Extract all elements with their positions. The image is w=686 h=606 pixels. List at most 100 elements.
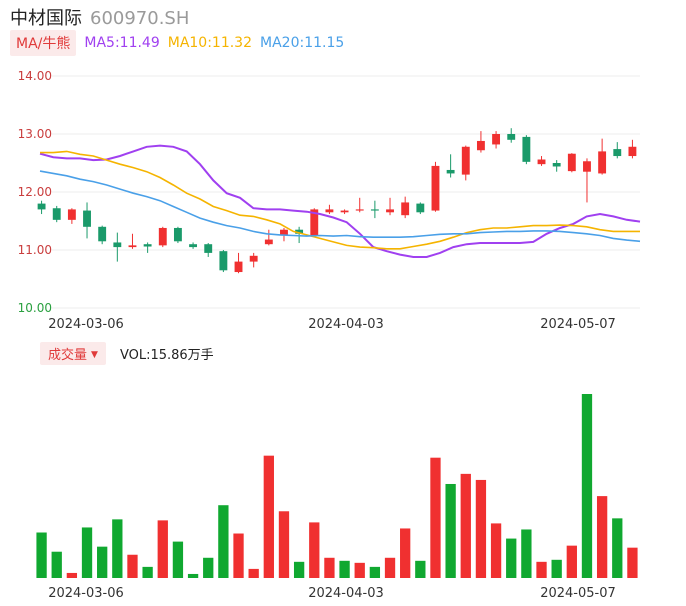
volume-bar [187,573,199,578]
ma10-line [40,150,640,250]
volume-bar [400,528,411,578]
x-tick-label: 2024-04-03 [308,317,384,332]
candle [83,202,91,239]
volume-bar [566,545,577,578]
stock-code: 600970.SH [90,8,190,29]
candle [598,138,607,175]
y-tick-label: 12.00 [18,185,52,199]
x-tick-label: 2024-05-07 [540,317,616,332]
y-tick-label: 13.00 [18,127,52,141]
candle [386,197,394,216]
y-tick-label: 14.00 [18,69,52,83]
volume-bar [506,538,517,578]
candle [143,242,152,253]
volume-bar [97,546,108,578]
volume-bar [309,522,320,578]
volume-bar [157,520,168,578]
ma5-legend: MA5:11.49 [84,35,160,51]
candle [264,229,273,246]
volume-bar [127,554,138,578]
candle [461,145,470,181]
chart-header: 中材国际 600970.SH [10,4,189,30]
candle [128,233,137,249]
candle [37,200,46,215]
volume-bar [203,557,214,578]
candle [507,128,516,143]
volume-bar [142,566,153,578]
volume-bar [233,533,244,578]
ma10-legend: MA10:11.32 [167,35,253,51]
y-tick-label: 10.00 [18,301,52,315]
volume-bar [490,523,502,578]
volume-bar [66,572,78,578]
price-x-axis: 2024-03-06 2024-04-03 2024-05-07 [48,317,616,332]
candle [613,142,622,159]
x-tick-label: 2024-05-07 [540,586,616,601]
candle [52,205,61,223]
volume-bar [51,551,62,578]
candle [401,196,410,219]
volume-bar [415,560,426,578]
volume-bar [293,561,305,578]
candle [628,139,637,159]
volume-indicator-selector[interactable]: 成交量 ▼ [40,342,106,365]
volume-x-axis: 2024-03-06 2024-04-03 2024-05-07 [48,586,616,601]
volume-bar [36,532,47,578]
candle [204,243,213,257]
volume-bar [612,518,623,578]
volume-legend: 成交量 ▼ VOL:15.86万手 [40,342,214,365]
candle [522,135,531,165]
candle [98,225,107,245]
volume-bar [430,457,441,578]
caret-down-icon: ▼ [91,350,98,360]
volume-bar [81,527,93,578]
volume-bar [596,496,608,578]
candle [158,226,167,248]
volume-bar [369,566,381,578]
ma20-legend: MA20:11.15 [260,35,345,51]
candle [370,200,379,219]
candle [340,209,349,215]
volume-bar [536,561,547,578]
candle [552,160,561,172]
volume-bar [339,560,350,578]
volume-bars [36,394,638,578]
volume-bar [172,541,184,578]
volume-tag-label: 成交量 [48,348,88,363]
volume-bar [263,455,274,578]
volume-bar [384,557,396,578]
price-axis: 14.00 13.00 12.00 11.00 10.00 [18,69,52,315]
volume-bar [354,562,365,578]
candle [189,242,198,249]
volume-value: VOL:15.86万手 [119,348,214,363]
candle [325,204,334,215]
ma-legend: MA/牛熊 MA5:11.49 MA10:11.32 MA20:11.15 [10,30,344,56]
candle [567,153,576,173]
volume-bar [445,483,456,578]
candle [583,158,591,203]
volume-bar [460,473,471,578]
volume-bar [112,519,123,578]
candle [446,154,455,178]
ma-indicator-selector[interactable]: MA/牛熊 [10,30,77,56]
candle [113,232,122,262]
y-tick-label: 11.00 [18,243,52,257]
candle [492,131,501,149]
candle [249,252,258,268]
volume-bar [278,511,290,578]
candle [476,131,485,153]
candle [219,250,228,273]
candle [295,226,304,244]
x-tick-label: 2024-04-03 [308,586,384,601]
volume-bar [475,479,487,578]
volume-bar [218,505,229,578]
candle [537,156,546,166]
candle [234,252,243,274]
volume-bar [521,529,532,578]
volume-bar [627,547,638,578]
volume-bar [551,559,562,578]
x-tick-label: 2024-03-06 [48,317,124,332]
candle [355,197,364,213]
candle [67,208,76,224]
